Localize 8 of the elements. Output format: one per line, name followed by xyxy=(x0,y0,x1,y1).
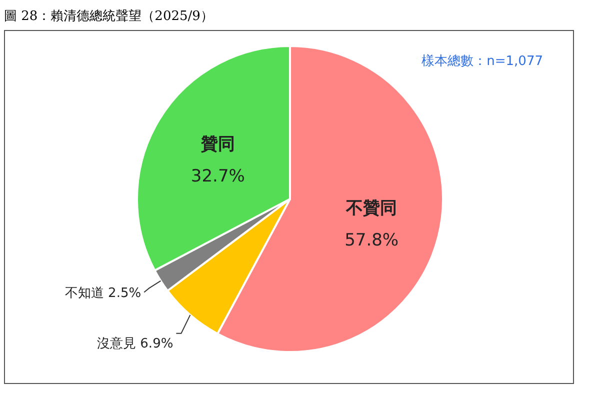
data-label: 57.8% xyxy=(344,230,399,251)
slice-label: 不知道 2.5% xyxy=(64,286,142,302)
slice-label: 不贊同 xyxy=(345,198,398,219)
slice-label: 沒意見 6.9% xyxy=(97,336,174,352)
chart-title: 圖 28：賴清德總統聲望（2025/9） xyxy=(4,9,214,24)
slice-label: 贊同 xyxy=(200,134,235,155)
data-label: 32.7% xyxy=(190,166,245,187)
text: 樣本總數：n=1,077 xyxy=(422,54,543,69)
